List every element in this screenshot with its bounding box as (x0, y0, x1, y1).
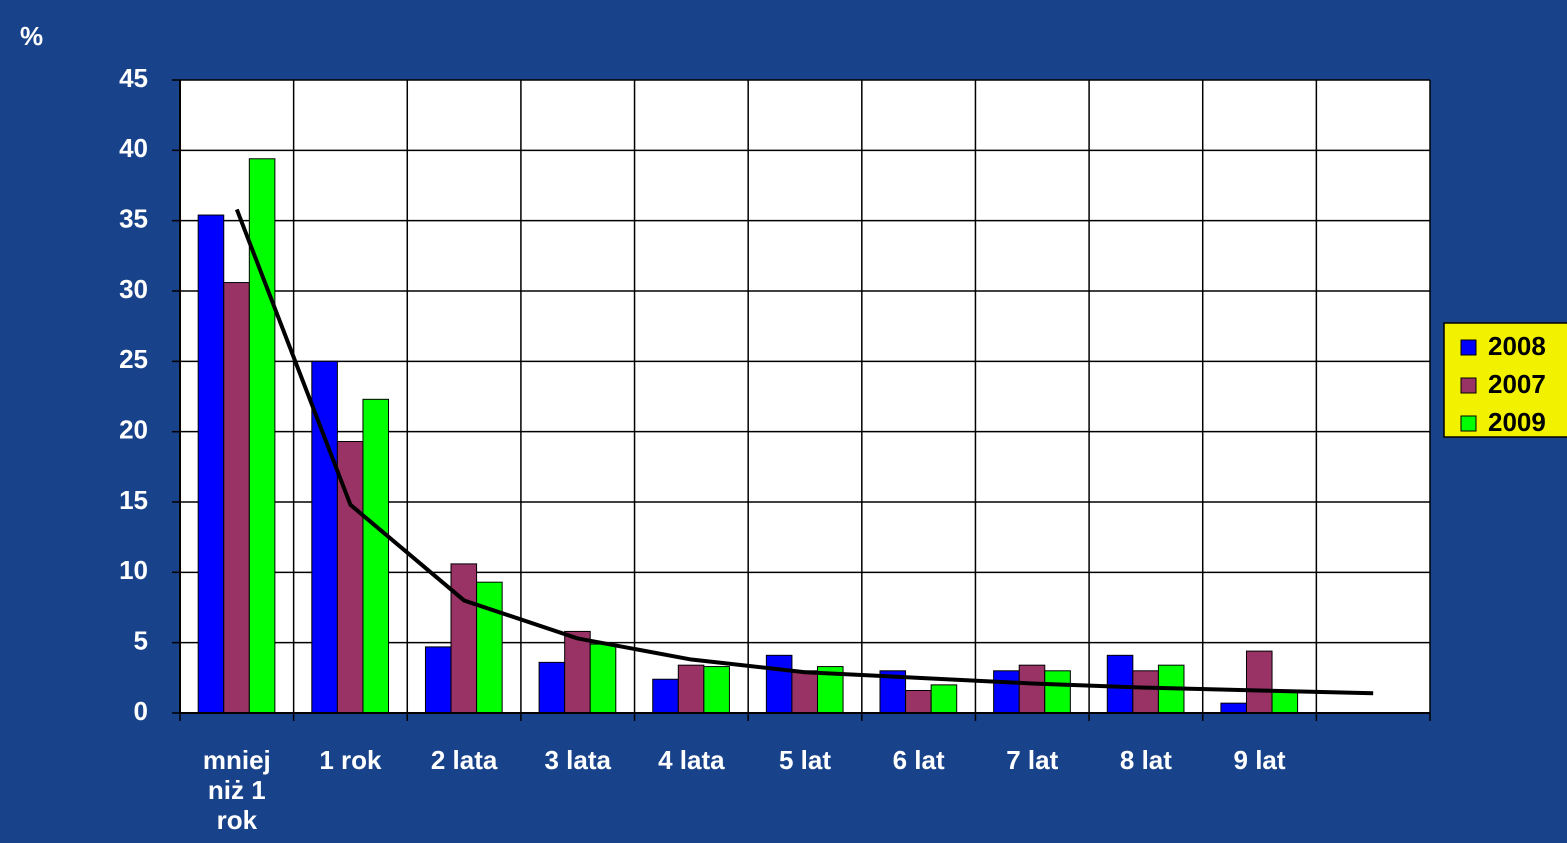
y-tick-label: 45 (119, 63, 148, 93)
bar (1271, 689, 1299, 714)
legend-swatch (1460, 415, 1477, 432)
legend-label: 2007 (1488, 369, 1546, 399)
x-tick-label: mniej niż 1 rok (202, 745, 271, 835)
bar (538, 661, 566, 714)
y-tick-label: 20 (119, 415, 148, 445)
bar (450, 563, 478, 714)
y-axis-title: % (20, 21, 43, 51)
legend-label: 2009 (1488, 407, 1546, 437)
x-tick-label: 4 lata (658, 745, 725, 775)
x-tick-label: 8 lat (1119, 745, 1172, 775)
bar (362, 398, 390, 714)
x-tick-label: 1 rok (319, 745, 382, 775)
bar (248, 158, 276, 714)
x-tick-label: 3 lata (544, 745, 611, 775)
trendline (234, 208, 1374, 696)
bar (197, 214, 225, 714)
bar (424, 646, 452, 714)
bar (765, 654, 793, 714)
bar (930, 684, 958, 714)
bar (677, 664, 705, 714)
y-tick-label: 35 (119, 204, 148, 234)
x-tick-label: 5 lat (778, 745, 832, 775)
legend-swatch (1460, 377, 1477, 394)
bar (589, 643, 617, 714)
bar (1106, 654, 1134, 714)
legend-label: 2008 (1488, 331, 1546, 361)
x-tick-label: 9 lat (1233, 745, 1286, 775)
bar (1044, 670, 1071, 714)
y-tick-label: 40 (119, 133, 148, 163)
bar (476, 581, 503, 714)
y-tick-label: 5 (134, 626, 148, 656)
x-tick-label: 7 lat (1006, 745, 1059, 775)
bar (1245, 650, 1273, 714)
y-tick-label: 10 (119, 555, 148, 585)
bar (1132, 670, 1159, 714)
bar (905, 689, 932, 714)
bar (791, 670, 819, 714)
bar (652, 678, 679, 714)
bar (703, 666, 730, 714)
bar (564, 630, 591, 714)
legend-swatch (1460, 339, 1477, 356)
x-tick-label: 6 lat (892, 745, 945, 775)
y-tick-label: 30 (119, 274, 148, 304)
bar (1018, 664, 1046, 714)
x-tick-label: 2 lata (430, 745, 498, 775)
bar (993, 670, 1020, 714)
bar (1220, 702, 1247, 714)
y-tick-label: 15 (119, 485, 148, 515)
bar (223, 282, 250, 714)
y-tick-label: 25 (119, 344, 148, 374)
y-tick-label: 0 (134, 696, 148, 726)
